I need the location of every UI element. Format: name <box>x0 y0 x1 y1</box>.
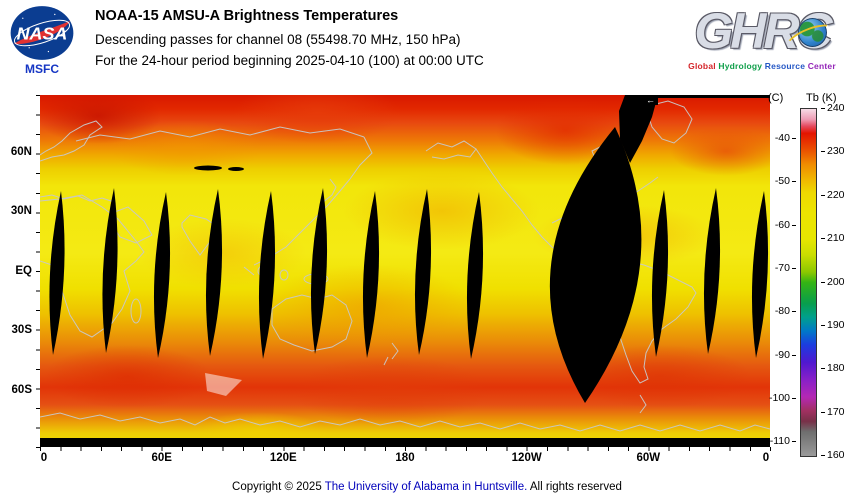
lon-label-0a: 0 <box>40 452 48 464</box>
copyright-suffix: All rights reserved <box>527 481 622 493</box>
title-block: NOAA-15 AMSU-A Brightness Temperatures D… <box>95 9 484 76</box>
c-tick: -90 <box>774 348 797 361</box>
brightness-temperature-map: ← <box>40 95 770 447</box>
ghrc-logo: GHRC Global Hydrology Resource Center <box>676 2 848 71</box>
lat-label-30s: 30S <box>11 324 32 336</box>
ice-shelf-patch <box>205 373 242 396</box>
map-overlay <box>40 95 770 432</box>
ghrc-word-resource: Resource <box>764 61 806 71</box>
c-tick: -100 <box>768 392 797 405</box>
longitude-axis: 0 60E 120E 180 120W 60W 0 <box>40 452 770 466</box>
ghrc-word-hydrology: Hydrology <box>718 61 763 71</box>
colorbar <box>800 108 817 457</box>
k-tick: 190 <box>821 318 845 331</box>
ghrc-wordmark: GHRC <box>694 2 837 60</box>
colorbar-celsius-unit: (C) <box>768 92 784 104</box>
globe-icon <box>797 18 827 47</box>
c-tick: -50 <box>774 175 797 188</box>
lat-label-eq: EQ <box>15 265 32 277</box>
subtitle-period: For the 24-hour period beginning 2025-04… <box>95 53 484 68</box>
lon-label-180: 180 <box>395 452 415 464</box>
copyright-line: Copyright © 2025 The University of Alaba… <box>0 481 854 493</box>
c-tick: -80 <box>774 305 797 318</box>
lat-label-60s: 60S <box>11 384 32 396</box>
latitude-ticks <box>36 95 40 448</box>
msfc-label: MSFC <box>25 62 59 76</box>
c-tick: -70 <box>774 261 797 274</box>
colorbar-celsius-ticks: -40 -50 -60 -70 -80 -90 -100 -110 <box>760 108 797 455</box>
nasa-logo-icon: NASA <box>10 6 74 60</box>
lon-label-120w: 120W <box>511 452 542 464</box>
page-title: NOAA-15 AMSU-A Brightness Temperatures <box>95 8 399 24</box>
colorbar-kelvin-ticks: 240 230 220 210 200 190 180 170 160 <box>821 102 851 461</box>
lat-label-30n: 30N <box>10 205 32 217</box>
c-tick: -60 <box>774 218 797 231</box>
data-gap-swaths <box>49 95 770 403</box>
subtitle-channel: Descending passes for channel 08 (55498.… <box>95 31 461 47</box>
k-tick: 200 <box>821 275 845 288</box>
pass-direction-arrow: ← <box>643 95 658 105</box>
lon-label-60w: 60W <box>636 452 661 464</box>
k-tick: 180 <box>821 362 845 375</box>
c-tick: -110 <box>769 435 797 448</box>
colorbar-kelvin-unit: Tb (K) <box>806 92 837 104</box>
k-tick: 170 <box>821 405 845 418</box>
k-tick: 240 <box>821 102 845 114</box>
lat-label-60n: 60N <box>10 146 32 158</box>
latitude-axis: 60N 30N EQ 30S 60S <box>0 95 36 447</box>
k-tick: 230 <box>821 145 845 158</box>
k-tick: 210 <box>821 232 845 245</box>
k-tick: 160 <box>821 449 845 461</box>
copyright-prefix: Copyright © 2025 <box>232 481 325 493</box>
longitude-ticks <box>40 447 771 451</box>
ghrc-word-global: Global <box>688 61 716 71</box>
ghrc-subtitle: Global Hydrology Resource Center <box>676 61 848 71</box>
lon-label-0b: 0 <box>762 452 770 464</box>
k-tick: 220 <box>821 188 845 201</box>
lon-label-120e: 120E <box>269 452 297 464</box>
university-link[interactable]: The University of Alabama in Huntsville. <box>324 481 528 493</box>
polar-gap-strip <box>40 438 770 447</box>
nasa-wordmark: NASA <box>17 23 68 43</box>
c-tick: -40 <box>774 131 797 144</box>
ghrc-word-center: Center <box>807 61 836 71</box>
lon-label-60e: 60E <box>151 452 172 464</box>
